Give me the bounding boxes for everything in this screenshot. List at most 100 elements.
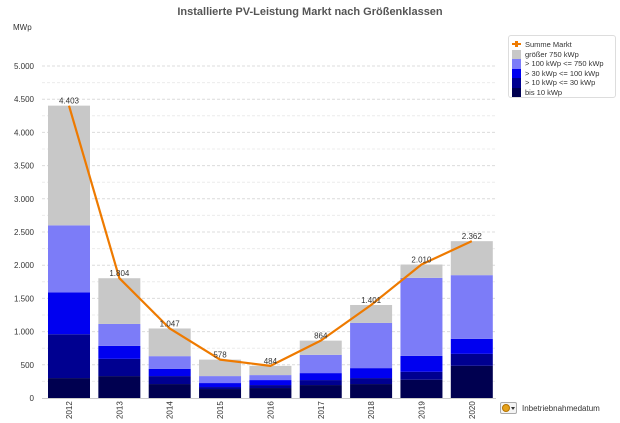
legend-label: > 10 kWp <= 30 kWp — [525, 78, 596, 88]
bar-segment[interactable] — [350, 368, 393, 379]
legend-item-up-to-10[interactable]: bis 10 kWp — [512, 87, 615, 97]
bar-segment[interactable] — [148, 356, 191, 369]
bar-segment[interactable] — [350, 322, 393, 369]
cycle-dimension-button[interactable] — [500, 402, 517, 414]
bar-segment[interactable] — [48, 334, 90, 379]
data-labels: 4.403 1.804 1.047 578 484 864 1.401 2.010 2.362 — [59, 97, 482, 366]
bar-segment[interactable] — [450, 338, 493, 354]
bar-segment[interactable] — [48, 105, 90, 226]
bar-segment[interactable] — [98, 278, 141, 324]
bar-segment[interactable] — [400, 355, 443, 372]
y-tick-label: 500 — [21, 361, 35, 370]
bar-segment[interactable] — [350, 378, 393, 385]
bar-segment[interactable] — [450, 275, 493, 339]
legend-swatch-icon — [512, 68, 521, 78]
bar-segment[interactable] — [299, 373, 342, 381]
bar-segment[interactable] — [400, 264, 443, 278]
bar-segment[interactable] — [148, 328, 191, 357]
y-tick-label: 3.500 — [14, 162, 35, 171]
bar-segment[interactable] — [249, 380, 292, 386]
x-tick-label: 2014 — [166, 401, 175, 419]
legend-swatch-icon — [512, 49, 521, 59]
bar-segment[interactable] — [299, 380, 342, 386]
bar-segment[interactable] — [450, 353, 493, 366]
bar-segment[interactable] — [249, 385, 292, 389]
bar-segment[interactable] — [148, 384, 191, 398]
chevron-down-icon — [511, 406, 515, 410]
data-label: 1.401 — [361, 296, 382, 305]
legend-swatch-icon — [512, 78, 521, 88]
bar-segment[interactable] — [249, 365, 292, 376]
bar-segment[interactable] — [400, 277, 443, 356]
y-tick-label: 4.500 — [14, 95, 35, 104]
data-label: 484 — [264, 357, 278, 366]
legend-item-30-100[interactable]: > 30 kWp <= 100 kWp — [512, 68, 615, 78]
x-tick-label: 2018 — [367, 401, 376, 419]
y-tick-label: 4.000 — [14, 128, 35, 137]
x-tick-label: 2019 — [417, 401, 426, 419]
bar-segment[interactable] — [400, 371, 443, 380]
legend-label: Summe Markt — [525, 40, 572, 50]
legend-label: > 100 kWp <= 750 kWp — [525, 59, 604, 69]
bar-segment[interactable] — [98, 376, 141, 398]
legend-label: > 30 kWp <= 100 kWp — [525, 68, 600, 78]
bar-segment[interactable] — [199, 387, 242, 390]
bar-segment[interactable] — [350, 304, 393, 323]
bar-segment[interactable] — [199, 383, 242, 388]
bar-segment[interactable] — [48, 225, 90, 293]
y-axis-unit: MWp — [13, 23, 32, 32]
legend-item-sum[interactable]: Summe Markt — [512, 40, 615, 50]
bar-segment[interactable] — [450, 241, 493, 276]
bar-segment[interactable] — [98, 323, 141, 346]
bar-2019[interactable] — [400, 264, 443, 398]
y-tick-label: 3.000 — [14, 195, 35, 204]
bar-segment[interactable] — [400, 379, 443, 398]
data-label: 2.010 — [411, 256, 432, 265]
bar-segment[interactable] — [98, 345, 141, 359]
bar-segment[interactable] — [98, 358, 141, 377]
bar-2020[interactable] — [450, 241, 493, 398]
bar-2014[interactable] — [148, 328, 191, 398]
bar-2017[interactable] — [299, 340, 342, 398]
bar-segment[interactable] — [199, 389, 242, 398]
bar-segment[interactable] — [199, 359, 242, 377]
data-label: 1.804 — [109, 269, 130, 278]
y-tick-label: 1.500 — [14, 294, 35, 303]
bar-segment[interactable] — [148, 376, 191, 385]
bar-segment[interactable] — [148, 368, 191, 377]
bar-segment[interactable] — [249, 375, 292, 381]
cycle-dimension-icon — [502, 404, 510, 412]
y-tick-label: 2.000 — [14, 261, 35, 270]
bars — [48, 105, 493, 398]
bar-segment[interactable] — [199, 376, 242, 384]
sum-line-path[interactable] — [67, 105, 473, 367]
bar-segment[interactable] — [299, 354, 342, 374]
bar-2018[interactable] — [350, 304, 393, 398]
bar-2012[interactable] — [48, 105, 90, 398]
data-label: 4.403 — [59, 97, 80, 106]
y-tick-label: 2.500 — [14, 228, 35, 237]
bar-segment[interactable] — [48, 292, 90, 335]
legend-item-10-30[interactable]: > 10 kWp <= 30 kWp — [512, 78, 615, 88]
legend-swatch-icon — [512, 59, 521, 69]
legend-item-over-750[interactable]: größer 750 kWp — [512, 49, 615, 59]
x-axis: 2012 2013 2014 2015 2016 2017 2018 2019 2020 — [65, 401, 477, 419]
x-tick-label: 2012 — [65, 401, 74, 419]
bar-segment[interactable] — [350, 384, 393, 398]
bar-2015[interactable] — [199, 359, 242, 398]
bar-segment[interactable] — [48, 378, 90, 398]
x-tick-label: 2015 — [216, 401, 225, 419]
x-tick-label: 2017 — [317, 401, 326, 419]
bar-segment[interactable] — [299, 385, 342, 398]
bar-segment[interactable] — [450, 365, 493, 398]
y-axis: 0 500 1.000 1.500 2.000 2.500 3.000 3.500 4.000 4… — [14, 62, 35, 403]
bar-segment[interactable] — [299, 340, 342, 355]
x-tick-label: 2013 — [115, 401, 124, 419]
legend-line-marker-icon — [512, 40, 521, 50]
bar-2013[interactable] — [98, 278, 141, 398]
bar-segment[interactable] — [249, 388, 292, 398]
bar-2016[interactable] — [249, 365, 292, 398]
x-tick-label: 2016 — [266, 401, 275, 419]
legend-item-100-750[interactable]: > 100 kWp <= 750 kWp — [512, 59, 615, 69]
